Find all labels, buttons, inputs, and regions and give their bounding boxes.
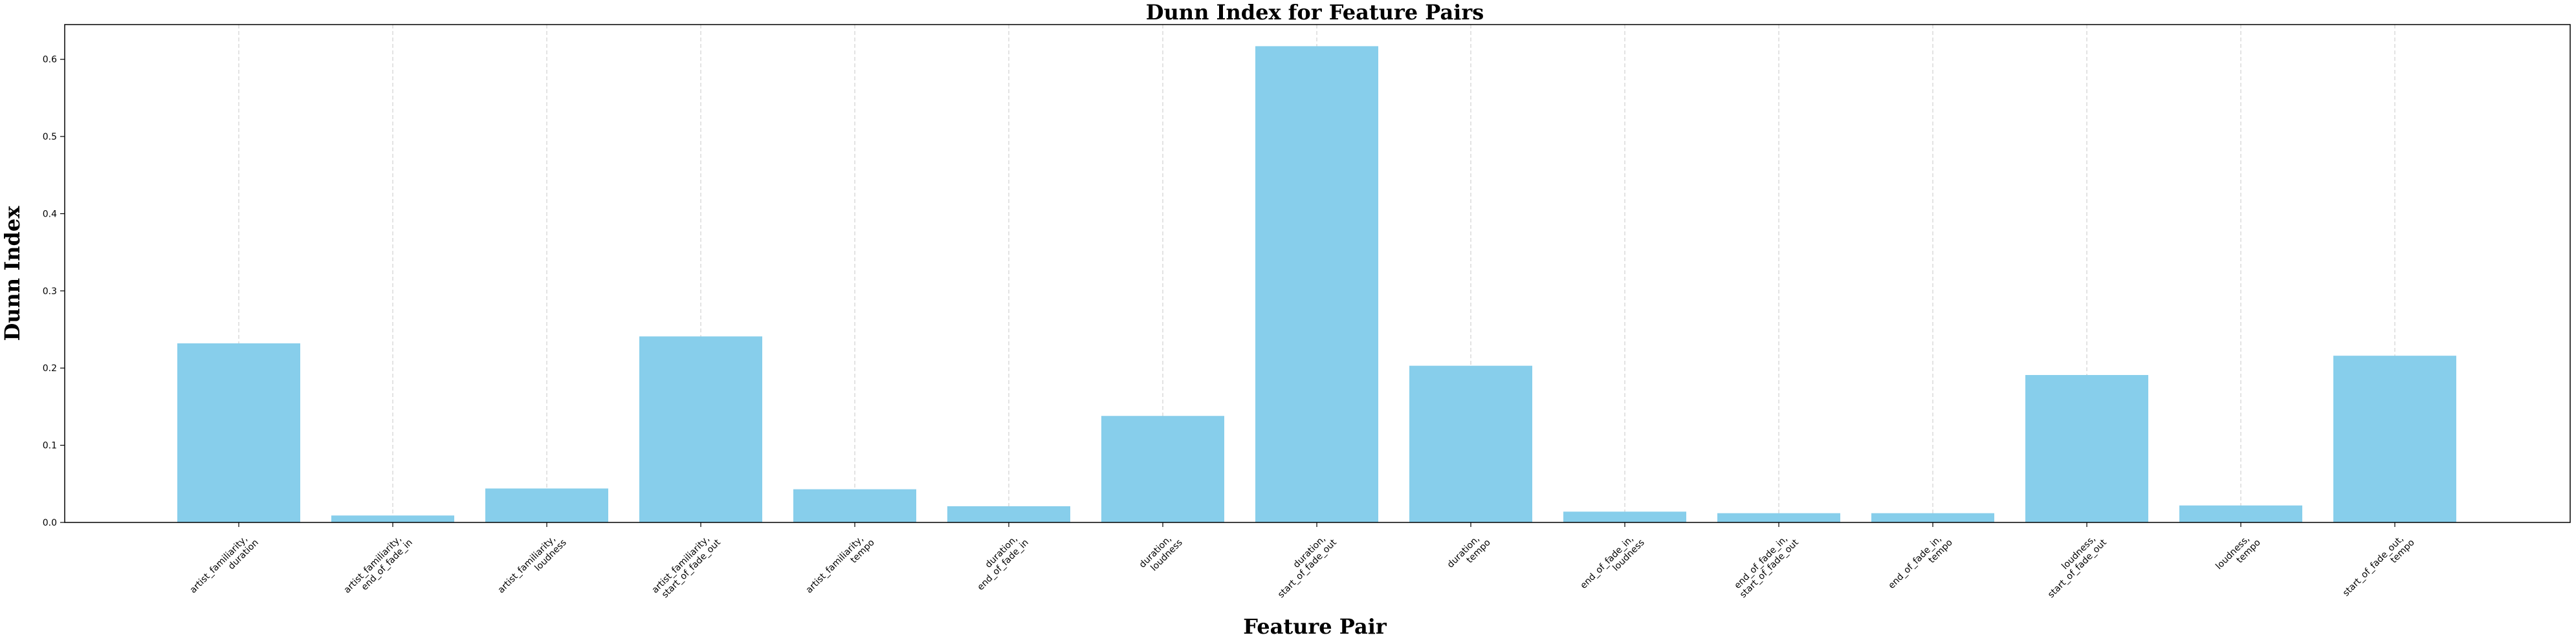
bar xyxy=(2179,505,2302,522)
x-tick-label: end_of_fade_in,loudness xyxy=(1578,530,1646,598)
x-tick-label: artist_familiarity,duration xyxy=(188,530,261,603)
bar xyxy=(1409,365,1532,522)
bar xyxy=(947,506,1070,522)
x-tick-label: artist_familiarity,start_of_fade_out xyxy=(650,530,723,603)
bar xyxy=(1255,46,1378,523)
y-tick-label: 0.0 xyxy=(43,518,57,528)
bar xyxy=(485,488,608,522)
x-tick-label: loudness,start_of_fade_out xyxy=(2039,530,2109,601)
x-tick-label: end_of_fade_in,tempo xyxy=(1886,530,1954,598)
bar xyxy=(2333,356,2456,522)
y-tick-label: 0.2 xyxy=(43,363,57,374)
bar xyxy=(177,343,300,522)
x-tick-label: duration,tempo xyxy=(1446,530,1493,577)
bar xyxy=(2025,374,2148,522)
x-tick-label: start_of_fade_out,tempo xyxy=(2341,530,2417,606)
bar xyxy=(1563,511,1686,522)
x-tick-label: duration,end_of_fade_in xyxy=(968,530,1031,593)
bar xyxy=(1717,513,1840,522)
y-tick-label: 0.6 xyxy=(43,55,57,65)
x-tick-label: end_of_fade_in,start_of_fade_out xyxy=(1731,530,1801,601)
x-tick-label: duration,loudness xyxy=(1138,530,1185,577)
y-tick-label: 0.5 xyxy=(43,132,57,142)
bar xyxy=(331,515,454,522)
y-tick-label: 0.1 xyxy=(43,441,57,451)
bar xyxy=(1101,416,1224,522)
y-tick-label: 0.3 xyxy=(43,286,57,297)
x-tick-label: loudness,tempo xyxy=(2214,530,2262,579)
x-tick-label: artist_familiarity,end_of_fade_in xyxy=(342,530,415,603)
plot-area-frame xyxy=(64,24,2571,523)
x-tick-label: duration,start_of_fade_out xyxy=(1269,530,1339,601)
bar xyxy=(793,489,916,522)
bars xyxy=(177,46,2456,523)
x-axis-label: Feature Pair xyxy=(1243,614,1387,639)
bar xyxy=(639,336,762,522)
x-axis-ticks: artist_familiarity,duration artist_famili… xyxy=(188,522,2417,606)
chart-title: Dunn Index for Feature Pairs xyxy=(1146,0,1484,25)
x-tick-label: artist_familiarity,tempo xyxy=(804,530,877,603)
y-axis-ticks: 0.0 0.1 0.2 0.3 0.4 0.5 0.6 xyxy=(43,55,65,528)
x-tick-label-line: start_of_fade_out, xyxy=(2341,534,2406,599)
bar xyxy=(1871,513,1994,522)
x-tick-label: artist_familiarity,loudness xyxy=(496,530,569,603)
y-tick-label: 0.4 xyxy=(43,209,57,219)
y-axis-label: Dunn Index xyxy=(0,206,25,341)
